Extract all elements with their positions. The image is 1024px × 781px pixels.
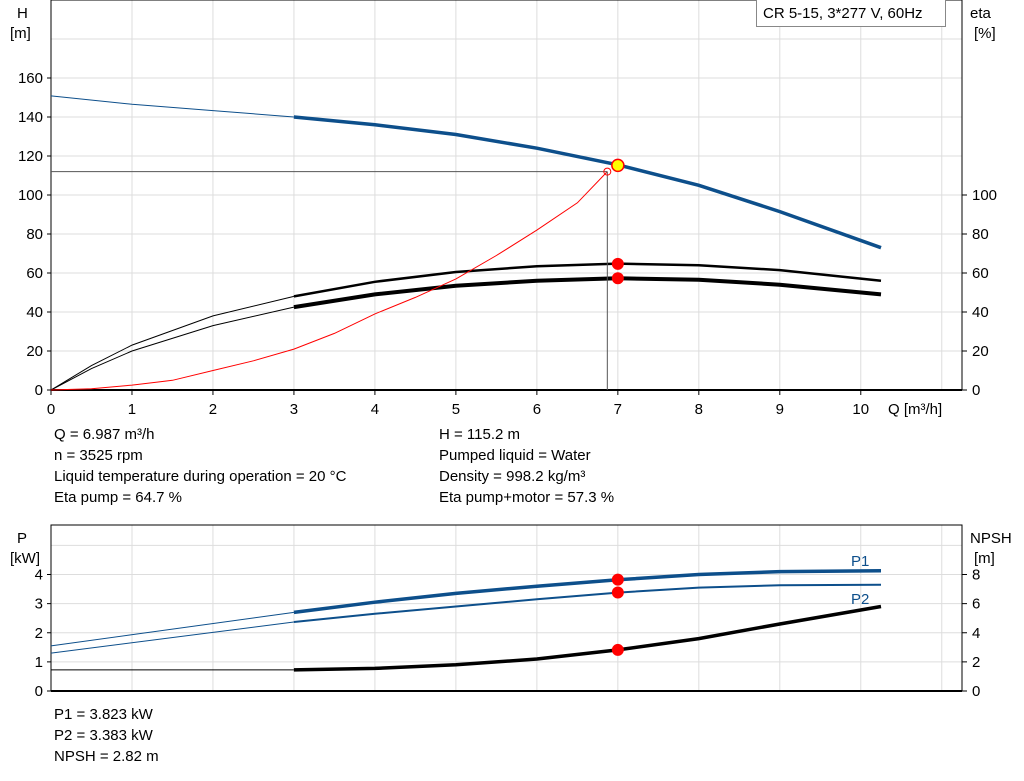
y-tick-label-right: 0: [972, 382, 980, 399]
y-tick-label-right: 8: [972, 567, 980, 584]
p1-point: [611, 573, 624, 586]
x-tick-label: 4: [371, 401, 379, 418]
info-p2: P2 = 3.383 kW: [54, 727, 153, 744]
y-tick-label-left: 140: [18, 109, 43, 126]
p2-point: [611, 586, 624, 599]
info-q: Q = 6.987 m³/h: [54, 426, 155, 443]
x-tick-label: 10: [852, 401, 869, 418]
info-h: H = 115.2 m: [439, 426, 521, 443]
y-tick-label-right: 6: [972, 596, 980, 613]
y-tick-label-left: 0: [35, 382, 43, 399]
info-top-left: Q = 6.987 m³/h n = 3525 rpm Liquid tempe…: [54, 424, 346, 508]
info-p1: P1 = 3.823 kW: [54, 706, 153, 723]
x-tick-label: 6: [533, 401, 541, 418]
y-axis-unit-right: [m]: [974, 550, 995, 567]
info-density: Density = 998.2 kg/m³: [439, 468, 586, 485]
y-tick-label-left: 4: [35, 567, 43, 584]
y-tick-label-left: 0: [35, 683, 43, 700]
info-temperature: Liquid temperature during operation = 20…: [54, 468, 347, 485]
x-tick-label: 7: [614, 401, 622, 418]
p1-label: P1: [851, 553, 869, 570]
x-tick-label: 1: [128, 401, 136, 418]
eta-pump-motor-point: [611, 272, 624, 285]
info-npsh: NPSH = 2.82 m: [54, 748, 159, 765]
y-axis-label-right: eta: [970, 5, 992, 22]
y-tick-label-left: 160: [18, 70, 43, 87]
chart-legend-title: CR 5-15, 3*277 V, 60Hz: [756, 0, 946, 27]
p2-label: P2: [851, 591, 869, 608]
npsh-point: [611, 643, 624, 656]
p2-curve: [293, 583, 882, 623]
y-tick-label-right: 80: [972, 226, 989, 243]
duty-point: [603, 167, 612, 176]
y-tick-label-left: 40: [26, 304, 43, 321]
head-curve-extrapolated: [50, 95, 294, 118]
head-curve: [293, 115, 882, 250]
y-tick-label-right: 100: [972, 187, 997, 204]
p1-curve-extrapolated: [50, 611, 294, 647]
y-tick-label-right: 2: [972, 654, 980, 671]
eta-pump-point: [611, 257, 624, 270]
y-tick-label-right: 0: [972, 683, 980, 700]
y-tick-label-right: 60: [972, 265, 989, 282]
y-tick-label-left: 80: [26, 226, 43, 243]
info-top-right: H = 115.2 m Pumped liquid = Water Densit…: [439, 424, 614, 508]
y-axis-unit-left: [kW]: [10, 550, 40, 567]
info-eta-pump: Eta pump = 64.7 %: [54, 489, 182, 506]
info-bottom: P1 = 3.823 kW P2 = 3.383 kW NPSH = 2.82 …: [54, 704, 159, 767]
npsh-curve: [293, 604, 882, 672]
y-axis-label-right: NPSH: [970, 530, 1012, 547]
y-tick-label-left: 3: [35, 596, 43, 613]
y-tick-label-right: 40: [972, 304, 989, 321]
p1-curve: [293, 568, 882, 615]
eta-pump-curve: [293, 262, 882, 298]
x-tick-label: 8: [695, 401, 703, 418]
eta-pump-curve-extrapolated: [50, 295, 295, 391]
y-tick-label-right: 20: [972, 343, 989, 360]
info-liquid: Pumped liquid = Water: [439, 447, 591, 464]
y-tick-label-left: 1: [35, 654, 43, 671]
x-axis-label: Q [m³/h]: [888, 401, 942, 418]
y-tick-label-right: 4: [972, 625, 980, 642]
p2-curve-extrapolated: [50, 621, 294, 654]
y-axis-label-left: P: [17, 530, 27, 547]
y-axis-label-left: H: [17, 5, 28, 22]
info-eta-pump-motor: Eta pump+motor = 57.3 %: [439, 489, 615, 506]
plot-frame: [50, 524, 963, 692]
x-tick-label: 9: [776, 401, 784, 418]
eta-pump-motor-curve: [293, 276, 882, 310]
operating-point: [611, 158, 625, 173]
y-tick-label-left: 60: [26, 265, 43, 282]
y-tick-label-left: 20: [26, 343, 43, 360]
x-tick-label: 3: [290, 401, 298, 418]
y-tick-label-left: 120: [18, 148, 43, 165]
info-speed: n = 3525 rpm: [54, 447, 143, 464]
y-axis-unit-right: [%]: [974, 25, 996, 42]
eta-pump-motor-curve-extrapolated: [50, 306, 295, 391]
y-tick-label-left: 100: [18, 187, 43, 204]
y-axis-unit-left: [m]: [10, 25, 31, 42]
x-tick-label: 0: [47, 401, 55, 418]
y-tick-label-left: 2: [35, 625, 43, 642]
x-tick-label: 5: [452, 401, 460, 418]
x-tick-label: 2: [209, 401, 217, 418]
system-curve: [50, 171, 608, 391]
